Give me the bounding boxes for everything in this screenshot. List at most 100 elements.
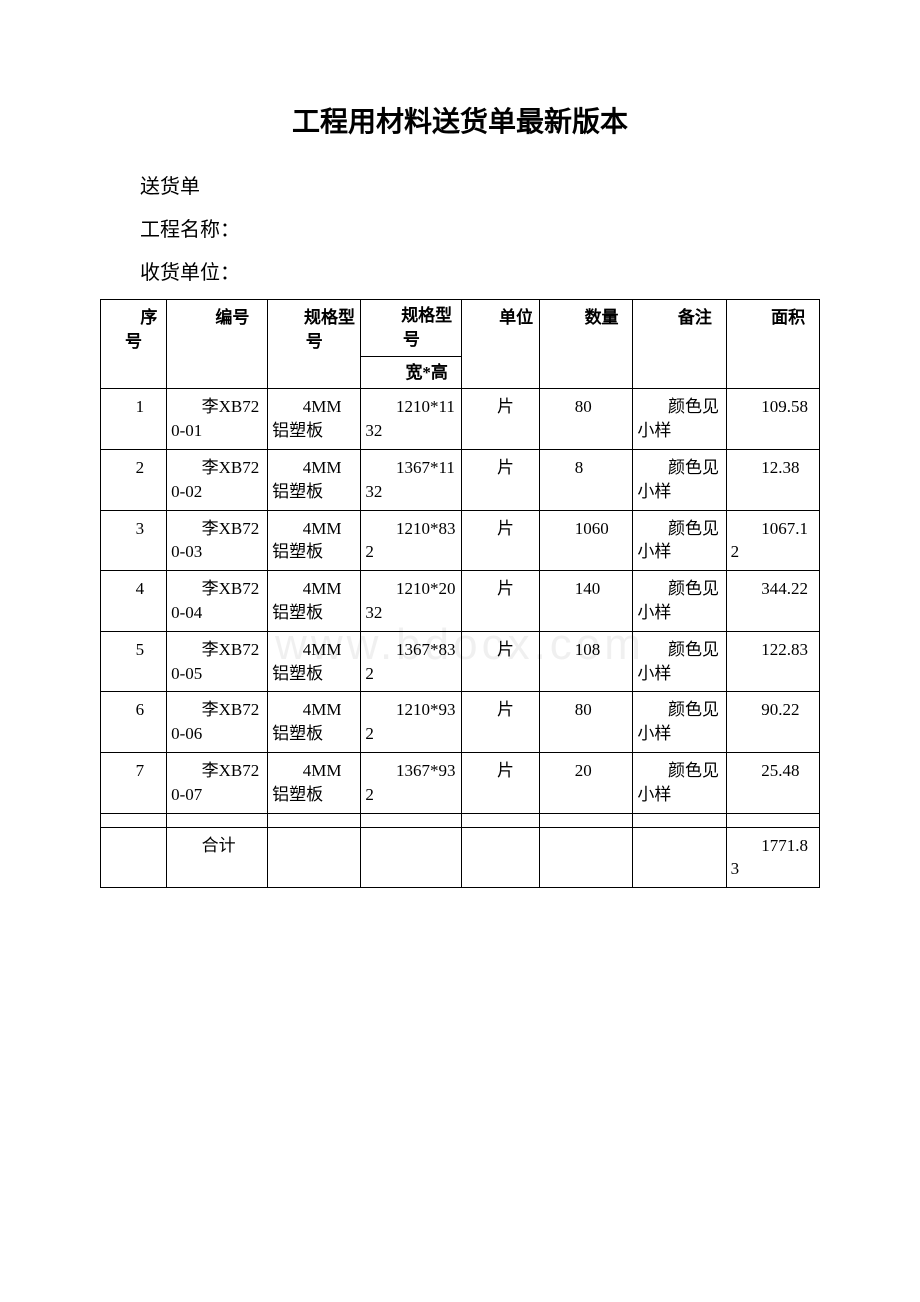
meta-delivery-note: 送货单 bbox=[100, 170, 820, 199]
table-total-row: 合计 1771.83 bbox=[101, 827, 820, 888]
cell-note: 颜色见小样 bbox=[633, 510, 726, 571]
th-seq-text: 序号 bbox=[105, 306, 162, 354]
cell-qty-text: 8 bbox=[544, 456, 628, 480]
cell-total-label-text: 合计 bbox=[171, 834, 263, 858]
cell-code-text: 李XB720-04 bbox=[171, 577, 263, 625]
cell-code: 李XB720-06 bbox=[167, 692, 268, 753]
cell-code-text: 李XB720-02 bbox=[171, 456, 263, 504]
cell-dim-text: 1367*832 bbox=[365, 638, 457, 686]
table-row: 7李XB720-074MM铝塑板1367*932片20颜色见小样25.48 bbox=[101, 752, 820, 813]
cell-seq: 1 bbox=[101, 389, 167, 450]
cell-area-text: 25.48 bbox=[731, 759, 815, 783]
spacer-cell bbox=[633, 813, 726, 827]
cell-qty: 20 bbox=[540, 752, 633, 813]
cell-spec-text: 4MM铝塑板 bbox=[272, 395, 356, 443]
cell-seq-text: 2 bbox=[105, 456, 162, 480]
cell-note: 颜色见小样 bbox=[633, 752, 726, 813]
cell-note-text: 颜色见小样 bbox=[637, 577, 721, 625]
cell-note bbox=[633, 827, 726, 888]
cell-code: 李XB720-01 bbox=[167, 389, 268, 450]
th-spec-text: 规格型号 bbox=[272, 306, 356, 354]
cell-seq-text: 6 bbox=[105, 698, 162, 722]
th-code: 编号 bbox=[167, 300, 268, 389]
cell-code-text: 李XB720-01 bbox=[171, 395, 263, 443]
cell-spec: 4MM铝塑板 bbox=[268, 389, 361, 450]
cell-code-text: 李XB720-05 bbox=[171, 638, 263, 686]
cell-note-text: 颜色见小样 bbox=[637, 517, 721, 565]
th-unit-text: 单位 bbox=[466, 306, 535, 330]
cell-qty-text: 1060 bbox=[544, 517, 628, 541]
cell-seq-text: 5 bbox=[105, 638, 162, 662]
th-note: 备注 bbox=[633, 300, 726, 389]
cell-total-area: 1771.83 bbox=[726, 827, 819, 888]
cell-area-text: 122.83 bbox=[731, 638, 815, 662]
table-row: 5 李XB720-054MM铝塑板1367*832 片108颜色见小样 122.83 bbox=[101, 631, 820, 692]
cell-unit-text: 片 bbox=[466, 395, 535, 419]
cell-spec: 4MM铝塑板 bbox=[268, 571, 361, 632]
th-area-text: 面积 bbox=[731, 306, 815, 330]
cell-qty bbox=[540, 827, 633, 888]
cell-seq: 3 bbox=[101, 510, 167, 571]
cell-unit: 片 bbox=[462, 510, 540, 571]
cell-code: 李XB720-05 bbox=[167, 631, 268, 692]
spacer-cell bbox=[726, 813, 819, 827]
cell-note-text: 颜色见小样 bbox=[637, 638, 721, 686]
cell-area: 25.48 bbox=[726, 752, 819, 813]
cell-area-text: 12.38 bbox=[731, 456, 815, 480]
cell-area: 12.38 bbox=[726, 449, 819, 510]
cell-spec-text: 4MM铝塑板 bbox=[272, 698, 356, 746]
cell-code-text: 李XB720-03 bbox=[171, 517, 263, 565]
cell-unit: 片 bbox=[462, 571, 540, 632]
cell-unit: 片 bbox=[462, 752, 540, 813]
spacer-cell bbox=[268, 813, 361, 827]
cell-dim: 1210*932 bbox=[361, 692, 462, 753]
cell-qty: 1060 bbox=[540, 510, 633, 571]
table-header-row: 序号 编号 规格型号 规格型号 宽*高 单位 数量 备注 面积 bbox=[101, 300, 820, 389]
th-spec: 规格型号 bbox=[268, 300, 361, 389]
cell-spec-text: 4MM铝塑板 bbox=[272, 577, 356, 625]
cell-seq bbox=[101, 827, 167, 888]
cell-seq: 2 bbox=[101, 449, 167, 510]
cell-area: 344.22 bbox=[726, 571, 819, 632]
spacer-cell bbox=[101, 813, 167, 827]
cell-area: 122.83 bbox=[726, 631, 819, 692]
th-dim-top-text: 规格型号 bbox=[365, 304, 457, 352]
cell-area: 109.58 bbox=[726, 389, 819, 450]
th-unit: 单位 bbox=[462, 300, 540, 389]
cell-spec-text: 4MM铝塑板 bbox=[272, 638, 356, 686]
cell-dim-text: 1367*932 bbox=[365, 759, 457, 807]
cell-note-text: 颜色见小样 bbox=[637, 395, 721, 443]
cell-spec: 4MM铝塑板 bbox=[268, 752, 361, 813]
cell-seq-text: 4 bbox=[105, 577, 162, 601]
cell-unit-text: 片 bbox=[466, 456, 535, 480]
cell-note: 颜色见小样 bbox=[633, 631, 726, 692]
table-spacer-row bbox=[101, 813, 820, 827]
cell-spec-text: 4MM铝塑板 bbox=[272, 456, 356, 504]
cell-qty: 8 bbox=[540, 449, 633, 510]
cell-unit-text: 片 bbox=[466, 638, 535, 662]
cell-spec: 4MM铝塑板 bbox=[268, 449, 361, 510]
cell-dim-text: 1210*1132 bbox=[365, 395, 457, 443]
cell-dim bbox=[361, 827, 462, 888]
th-area: 面积 bbox=[726, 300, 819, 389]
cell-qty: 140 bbox=[540, 571, 633, 632]
cell-spec: 4MM铝塑板 bbox=[268, 692, 361, 753]
table-row: 1李XB720-014MM铝塑板1210*1132片80颜色见小样109.58 bbox=[101, 389, 820, 450]
cell-dim: 1367*832 bbox=[361, 631, 462, 692]
table-row: 6李XB720-064MM铝塑板1210*932片80颜色见小样90.22 bbox=[101, 692, 820, 753]
cell-code-text: 李XB720-07 bbox=[171, 759, 263, 807]
cell-note-text: 颜色见小样 bbox=[637, 759, 721, 807]
meta-receiver: 收货单位： bbox=[100, 256, 820, 285]
th-qty-text: 数量 bbox=[544, 306, 628, 330]
cell-dim: 1210*1132 bbox=[361, 389, 462, 450]
th-note-text: 备注 bbox=[637, 306, 721, 330]
delivery-table: 序号 编号 规格型号 规格型号 宽*高 单位 数量 备注 面积 1李XB720-… bbox=[100, 299, 820, 888]
cell-code: 李XB720-07 bbox=[167, 752, 268, 813]
cell-code-text: 李XB720-06 bbox=[171, 698, 263, 746]
cell-note: 颜色见小样 bbox=[633, 571, 726, 632]
table-row: 4李XB720-044MM铝塑板1210*2032片140颜色见小样344.22 bbox=[101, 571, 820, 632]
table-body: 1李XB720-014MM铝塑板1210*1132片80颜色见小样109.582… bbox=[101, 389, 820, 888]
cell-qty: 108 bbox=[540, 631, 633, 692]
cell-total-label: 合计 bbox=[167, 827, 268, 888]
cell-dim: 1367*932 bbox=[361, 752, 462, 813]
